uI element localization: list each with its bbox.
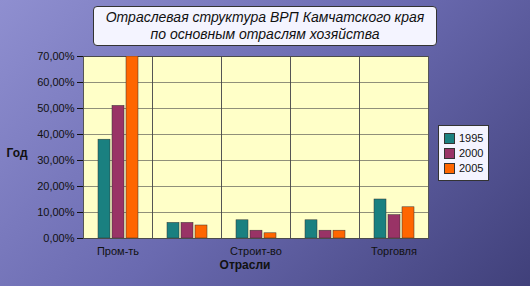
html-text:2005: 2005 xyxy=(459,162,484,174)
html-text:Отрасли: Отрасли xyxy=(219,258,271,272)
html-text:Отраслевая структура ВРП Камча: Отраслевая структура ВРП Камчатского кра… xyxy=(105,9,425,42)
svg-text:Пром-ть: Пром-ть xyxy=(97,245,139,257)
html-text:2000: 2000 xyxy=(459,147,484,159)
svg-text:20,00%: 20,00% xyxy=(37,180,75,192)
svg-text:30,00%: 30,00% xyxy=(37,154,75,166)
html-text:Год: Год xyxy=(6,146,28,160)
svg-text:60,00%: 60,00% xyxy=(37,76,75,88)
svg-text:Строит-во: Строит-во xyxy=(230,245,282,257)
svg-text:70,00%: 70,00% xyxy=(37,50,75,62)
svg-text:10,00%: 10,00% xyxy=(37,206,75,218)
svg-text:0,00%: 0,00% xyxy=(43,232,74,244)
svg-text:40,00%: 40,00% xyxy=(37,128,75,140)
svg-text:50,00%: 50,00% xyxy=(37,102,75,114)
svg-text:Торговля: Торговля xyxy=(371,245,417,257)
html-text:1995: 1995 xyxy=(459,132,484,144)
